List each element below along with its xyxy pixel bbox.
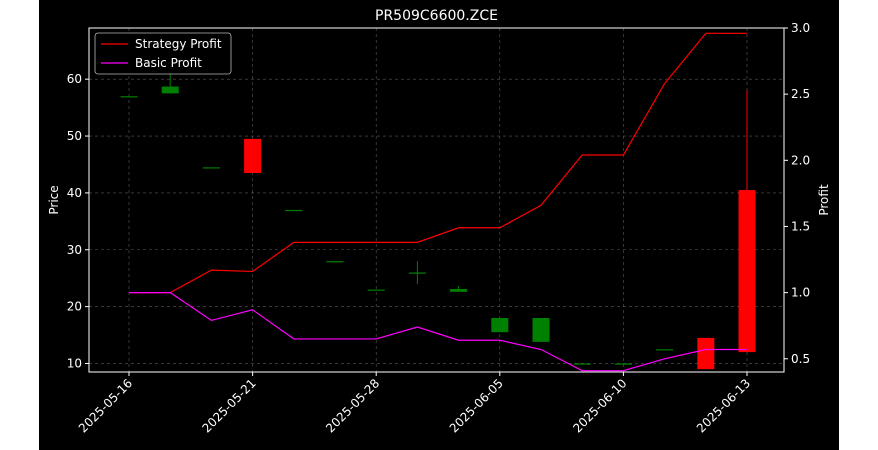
- left-tick-label: 30: [67, 243, 82, 257]
- y-axis-title-right: Profit: [817, 184, 831, 216]
- right-tick-label: 1.5: [791, 219, 810, 233]
- candle: [326, 261, 344, 263]
- candle: [244, 138, 262, 173]
- chart-title: PR509C6600.ZCE: [375, 8, 498, 24]
- candle-body: [285, 209, 303, 212]
- candle: [573, 363, 591, 365]
- candle: [367, 289, 385, 291]
- x-tick-label: 2025-05-28: [323, 376, 382, 435]
- x-tick-label: 2025-06-05: [447, 376, 506, 435]
- y-axis-title-left: Price: [47, 185, 61, 214]
- x-tick-label: 2025-06-13: [694, 376, 753, 435]
- candle-body: [326, 261, 344, 263]
- left-tick-label: 60: [67, 72, 82, 86]
- legend-label-strategy-profit: Strategy Profit: [135, 37, 222, 51]
- candle-body: [161, 86, 179, 94]
- right-tick-label: 2.5: [791, 87, 810, 101]
- candle: [161, 73, 179, 94]
- right-tick-label: 2.0: [791, 153, 810, 167]
- left-tick-label: 10: [67, 356, 82, 370]
- legend-label-basic-profit: Basic Profit: [135, 56, 202, 70]
- candle: [532, 317, 550, 342]
- candle-body: [450, 288, 468, 292]
- right-tick-label: 3.0: [791, 21, 810, 35]
- strategy-profit-line: [129, 32, 747, 294]
- candle: [120, 96, 138, 98]
- candle-body: [738, 190, 756, 353]
- legend: Strategy Profit Basic Profit: [94, 32, 232, 75]
- candle-body: [697, 337, 715, 370]
- candle: [408, 261, 426, 284]
- candle-body: [532, 317, 550, 342]
- chart-background: [39, 0, 839, 450]
- x-tick-label: 2025-05-16: [76, 376, 135, 435]
- x-tick-label: 2025-05-21: [200, 376, 259, 435]
- candle-body: [408, 272, 426, 274]
- candle-body: [573, 363, 591, 365]
- plot-frame: [88, 27, 785, 373]
- left-tick-label: 40: [67, 186, 82, 200]
- x-tick-label: 2025-06-10: [570, 376, 629, 435]
- basic-profit-line: [129, 292, 747, 372]
- candle: [697, 337, 715, 370]
- candle: [450, 286, 468, 292]
- right-tick-label: 1.0: [791, 286, 810, 300]
- candle-body: [244, 138, 262, 173]
- candle: [491, 317, 509, 333]
- candle-body: [491, 317, 509, 333]
- legend-frame: [94, 32, 232, 75]
- right-tick-label: 0.5: [791, 352, 810, 366]
- candle-body: [656, 349, 674, 351]
- candle-body: [367, 289, 385, 291]
- candle-body: [614, 363, 632, 365]
- candle: [738, 90, 756, 353]
- left-tick-label: 20: [67, 300, 82, 314]
- candle-body: [202, 167, 220, 169]
- candle: [202, 167, 220, 169]
- candle: [285, 209, 303, 212]
- candle: [656, 349, 674, 351]
- candle-body: [120, 96, 138, 98]
- candle: [614, 363, 632, 365]
- left-tick-label: 50: [67, 129, 82, 143]
